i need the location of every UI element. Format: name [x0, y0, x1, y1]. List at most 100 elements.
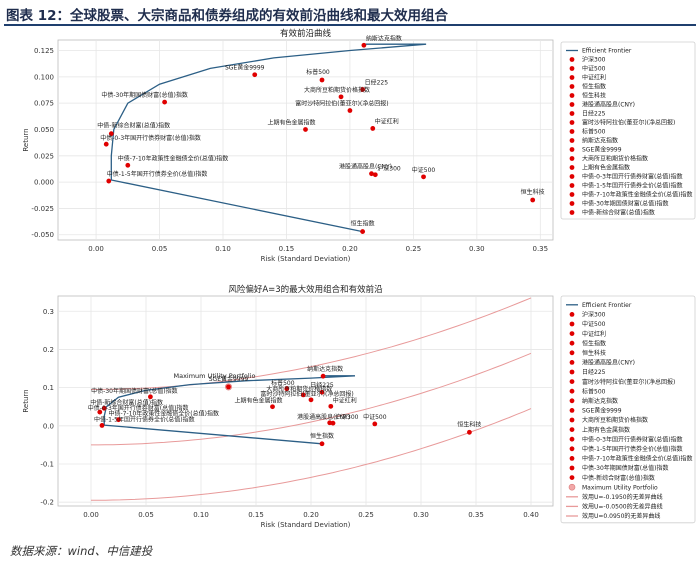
- legend-label: 中债-0-3年国开行债券财富(总值)指数: [582, 173, 683, 181]
- indifference-curve: [91, 297, 532, 390]
- legend-swatch-dot: [569, 417, 575, 423]
- x-tick-label: 0.25: [358, 511, 374, 519]
- legend-swatch-dot: [569, 465, 575, 471]
- x-tick-label: 0.15: [248, 511, 264, 519]
- asset-point: [270, 404, 275, 410]
- chart-title: 风险偏好A=3的最大效用组合和有效前沿: [228, 284, 383, 295]
- x-tick-label: 0.10: [193, 511, 209, 519]
- legend-swatch-dot: [569, 165, 575, 170]
- asset-label: 日经225: [365, 78, 389, 86]
- asset-label: 沪深300: [377, 165, 401, 173]
- legend-swatch-dot: [569, 66, 575, 71]
- legend-label: 效用U=-0.1950的无差异曲线: [582, 493, 663, 501]
- x-tick-label: 0.00: [88, 245, 104, 253]
- asset-label: 中债-0-3年国开行债券财富(总值)指数: [88, 404, 189, 412]
- legend-label: 大商所豆粕期货价格指数: [582, 155, 648, 163]
- asset-label: 日经225: [310, 381, 334, 389]
- legend-label: 标普500: [582, 128, 606, 136]
- asset-label: 富时沙特阿拉伯(董亚尔)(净总回报): [295, 100, 388, 108]
- x-tick-label: 0.20: [303, 511, 319, 519]
- y-tick-label: 0.3: [43, 308, 54, 316]
- asset-point: [361, 42, 367, 48]
- legend-label: 上期有色金属指数: [582, 426, 630, 434]
- legend-swatch-dot: [569, 427, 575, 432]
- asset-point: [106, 178, 112, 184]
- legend-label: 标普500: [582, 387, 606, 395]
- legend-label: 恒生科技: [582, 349, 606, 357]
- efficient-frontier-chart: 0.00 0.05 0.10 0.15 0.20 0.25 0.30 0.35 -0.050 -0…: [22, 28, 696, 263]
- asset-point: [148, 394, 153, 400]
- asset-point: [108, 131, 114, 137]
- y-tick-label: 0.2: [43, 346, 54, 354]
- y-tick-label: 0.1: [43, 384, 54, 392]
- legend-swatch-dot: [569, 156, 575, 161]
- y-axis-label: Return: [22, 128, 30, 151]
- legend-swatch-dot: [569, 210, 575, 215]
- legend-label: 恒生科技: [582, 92, 606, 100]
- asset-point: [162, 99, 168, 105]
- asset-label: 富时沙特阿拉伯(董亚尔)(净总回报): [260, 390, 353, 398]
- asset-point: [347, 108, 353, 113]
- title-rule: [4, 24, 696, 26]
- legend-label: 大商所豆粕期货价格指数: [582, 416, 648, 424]
- asset-point: [372, 421, 378, 427]
- legend-label: 中证500: [582, 320, 606, 328]
- plot-layer: [90, 297, 532, 501]
- x-tick-label: 0.30: [469, 245, 485, 253]
- asset-point: [370, 126, 376, 131]
- asset-point: [116, 417, 121, 423]
- footer-source: 数据来源：wind、中信建投: [10, 544, 153, 558]
- legend-swatch-dot: [569, 379, 575, 384]
- legend-swatch-dot: [569, 183, 575, 188]
- asset-point: [360, 229, 366, 234]
- y-tick-label: -0.050: [31, 231, 54, 239]
- asset-point: [320, 373, 326, 379]
- x-tick-label: 0.05: [152, 245, 168, 253]
- legend-swatch-dot: [569, 93, 575, 98]
- x-tick-label: 0.35: [533, 245, 549, 253]
- efficient-frontier-line: [103, 375, 356, 445]
- asset-label: 中证红利: [375, 117, 399, 125]
- asset-label: 中债-1-5年国开行债券全价(总值)指数: [94, 415, 195, 423]
- x-axis-label: Risk (Standard Deviation): [261, 521, 351, 529]
- asset-label: 上期有色金属指数: [267, 118, 315, 126]
- asset-label: 中证500: [412, 166, 436, 174]
- legend-label: 中债-30年期国债财富(总值)指数: [582, 200, 668, 208]
- x-tick-label: 0.40: [523, 511, 539, 519]
- indifference-curve: [91, 352, 532, 446]
- legend-swatch-dot: [569, 138, 575, 143]
- x-tick-label: 0.25: [406, 245, 422, 253]
- x-tick-label: 0.20: [342, 245, 358, 253]
- asset-label: 沪深300: [335, 413, 359, 421]
- legend-swatch-dot: [569, 321, 575, 327]
- asset-label: 中债-新综合财富(总值)指数: [97, 122, 170, 130]
- legend-swatch-dot: [569, 147, 575, 152]
- legend-label: 中债-1-5年国开行债券全价(总值)指数: [582, 182, 683, 190]
- asset-label: 恒生指数: [310, 432, 334, 440]
- y-tick-label: -0.2: [40, 499, 54, 507]
- legend-swatch-dot: [569, 408, 575, 413]
- legend-label: 沪深300: [582, 56, 606, 64]
- page-title: 图表 12：全球股票、大宗商品和债券组成的有效前沿曲线和最大效用组合: [6, 8, 448, 24]
- legend-swatch-dot: [569, 75, 575, 80]
- plot-layer: [103, 42, 536, 234]
- x-tick-label: 0.15: [279, 245, 295, 253]
- legend-label: 富时沙特阿拉伯(董亚尔)(净总回报): [582, 119, 675, 127]
- asset-label: 中债-7-10年政策性金融债全价(总值)指数: [109, 410, 219, 418]
- asset-label: 恒生指数: [351, 220, 375, 228]
- legend-label: 中证500: [582, 65, 606, 73]
- chart-title: 有效前沿曲线: [280, 28, 332, 39]
- y-tick-label: 0.100: [34, 73, 54, 81]
- legend-box: [560, 295, 696, 524]
- y-axis-label: Return: [22, 389, 30, 412]
- asset-label: 中证红利: [333, 396, 357, 404]
- asset-point: [327, 420, 333, 426]
- legend-label: 中债-新综合财富(总值)指数: [582, 474, 655, 482]
- asset-label: 中债-7-10年政策性金融债全价(总值)指数: [118, 154, 228, 162]
- asset-point: [319, 77, 325, 83]
- asset-label: 中债-0-3年国开行债券财富(总值)指数: [100, 134, 201, 142]
- legend-swatch-dot: [569, 446, 575, 452]
- asset-label: 标普500: [271, 379, 295, 387]
- asset-point: [226, 384, 231, 390]
- asset-point: [103, 141, 109, 147]
